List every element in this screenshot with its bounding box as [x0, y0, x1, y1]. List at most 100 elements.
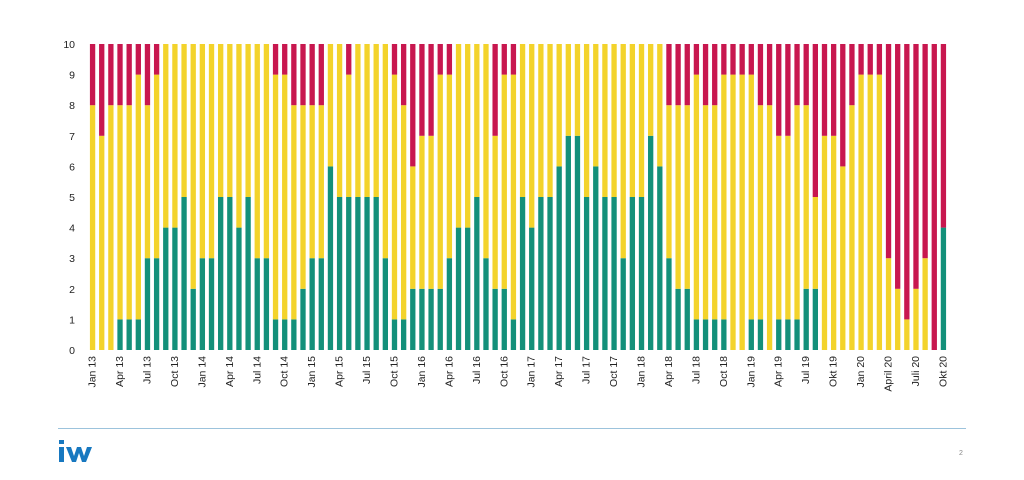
bar-segment-red-88: [895, 44, 901, 289]
bar-segment-red-23: [300, 44, 306, 106]
x-tick-label: Okt 19: [828, 356, 840, 387]
bar-segment-yellow-37: [428, 135, 434, 289]
bar-segment-yellow-30: [364, 44, 370, 197]
bar-segment-red-73: [757, 44, 764, 106]
bar-segment-red-1: [99, 44, 105, 136]
bar-segment-red-21: [282, 44, 288, 75]
bar-segment-yellow-53: [574, 44, 581, 136]
x-tick-label: Jan 20: [855, 356, 867, 388]
x-tick-label: Jul 18: [690, 356, 702, 384]
bar-segment-red-25: [318, 44, 324, 106]
bar-segment-green-27: [336, 197, 343, 350]
bar-segment-red-4: [126, 44, 132, 106]
bar-segment-red-63: [666, 44, 672, 106]
bar-segment-green-75: [776, 319, 782, 350]
bar-segment-yellow-4: [126, 105, 132, 320]
x-tick-label: Apr 19: [773, 356, 785, 387]
bar-segment-red-64: [675, 44, 681, 106]
bar-segment-yellow-82: [840, 166, 846, 350]
bar-segment-red-68: [712, 44, 718, 106]
bar-segment-green-4: [126, 319, 132, 350]
bar-segment-yellow-73: [757, 105, 764, 320]
bar-segment-green-76: [785, 319, 791, 350]
bar-segment-red-46: [510, 44, 517, 75]
bar-segment-green-54: [583, 197, 590, 350]
x-tick-label: Jan 17: [526, 356, 538, 388]
bar-segment-red-38: [437, 44, 443, 75]
bar-segment-yellow-62: [657, 44, 663, 167]
bar-segment-green-31: [373, 197, 379, 350]
x-tick-label: April 20: [883, 356, 895, 392]
bar-segment-yellow-81: [830, 135, 837, 350]
bar-segment-red-89: [904, 44, 910, 320]
bar-segment-yellow-23: [300, 105, 306, 289]
x-tick-label: Jul 15: [361, 356, 373, 384]
bar-segment-green-17: [245, 197, 251, 350]
bar-segment-yellow-8: [163, 44, 169, 228]
bar-segment-yellow-74: [766, 105, 773, 350]
bar-segment-yellow-48: [529, 44, 535, 228]
bar-segment-green-12: [199, 258, 206, 350]
bar-segment-red-69: [721, 44, 727, 75]
x-tick-label: Oct 17: [608, 356, 620, 387]
bar-segment-green-49: [538, 197, 544, 350]
bar-segment-red-85: [867, 44, 873, 75]
bar-segment-red-75: [776, 44, 782, 136]
bar-segment-red-7: [153, 44, 160, 75]
bar-segment-green-26: [327, 166, 334, 350]
bar-segment-yellow-32: [382, 44, 388, 259]
bar-segment-yellow-17: [245, 44, 251, 197]
bar-segment-green-16: [236, 227, 242, 350]
bar-segment-red-2: [108, 44, 114, 106]
bar-segment-green-65: [684, 288, 690, 350]
bars-layer: [89, 44, 947, 350]
bar-segment-green-25: [318, 258, 324, 350]
bar-segment-green-29: [355, 197, 361, 350]
y-tick-label: 9: [69, 70, 75, 82]
bar-segment-red-36: [419, 44, 425, 136]
bar-segment-yellow-3: [117, 105, 123, 320]
bar-segment-yellow-60: [638, 44, 645, 197]
y-tick-label: 5: [69, 192, 75, 204]
bar-segment-yellow-2: [108, 105, 114, 350]
bar-segment-green-45: [501, 288, 507, 350]
bar-segment-yellow-13: [208, 44, 215, 259]
bar-segment-yellow-71: [739, 74, 745, 350]
bar-segment-green-23: [300, 288, 306, 350]
y-tick-label: 6: [69, 161, 75, 173]
bar-segment-green-10: [181, 197, 187, 350]
bar-segment-red-33: [391, 44, 398, 75]
bar-segment-green-50: [547, 197, 553, 350]
bar-segment-red-79: [812, 44, 818, 197]
bar-segment-yellow-15: [227, 44, 233, 197]
bar-segment-yellow-33: [391, 74, 398, 320]
bar-segment-green-77: [794, 319, 800, 350]
bar-segment-green-38: [437, 288, 443, 350]
bar-segment-red-87: [885, 44, 892, 259]
bar-segment-green-9: [172, 227, 178, 350]
bar-segment-yellow-20: [272, 74, 279, 320]
bar-segment-yellow-76: [785, 135, 791, 320]
bar-segment-red-37: [428, 44, 434, 136]
bar-segment-yellow-9: [172, 44, 178, 228]
bar-segment-green-22: [291, 319, 297, 350]
x-tick-label: Jan 16: [416, 356, 428, 388]
bar-segment-green-51: [556, 166, 562, 350]
y-tick-label: 3: [69, 253, 75, 265]
bar-segment-yellow-80: [821, 135, 828, 350]
x-tick-label: Apr 16: [443, 356, 455, 387]
bar-segment-yellow-11: [190, 44, 196, 289]
bar-segment-yellow-85: [867, 74, 873, 350]
bar-segment-green-61: [648, 135, 654, 350]
bar-segment-yellow-68: [712, 105, 718, 320]
bar-segment-green-55: [593, 166, 599, 350]
x-tick-label: Jul 14: [251, 356, 263, 384]
bar-segment-yellow-88: [895, 288, 901, 350]
x-tick-label: Jan 19: [745, 356, 757, 388]
bar-segment-red-91: [922, 44, 928, 259]
bar-segment-yellow-78: [803, 105, 809, 289]
bar-segment-red-72: [748, 44, 754, 75]
bar-segment-yellow-38: [437, 74, 443, 289]
bar-segment-red-0: [89, 44, 96, 106]
bar-segment-yellow-40: [455, 44, 462, 228]
